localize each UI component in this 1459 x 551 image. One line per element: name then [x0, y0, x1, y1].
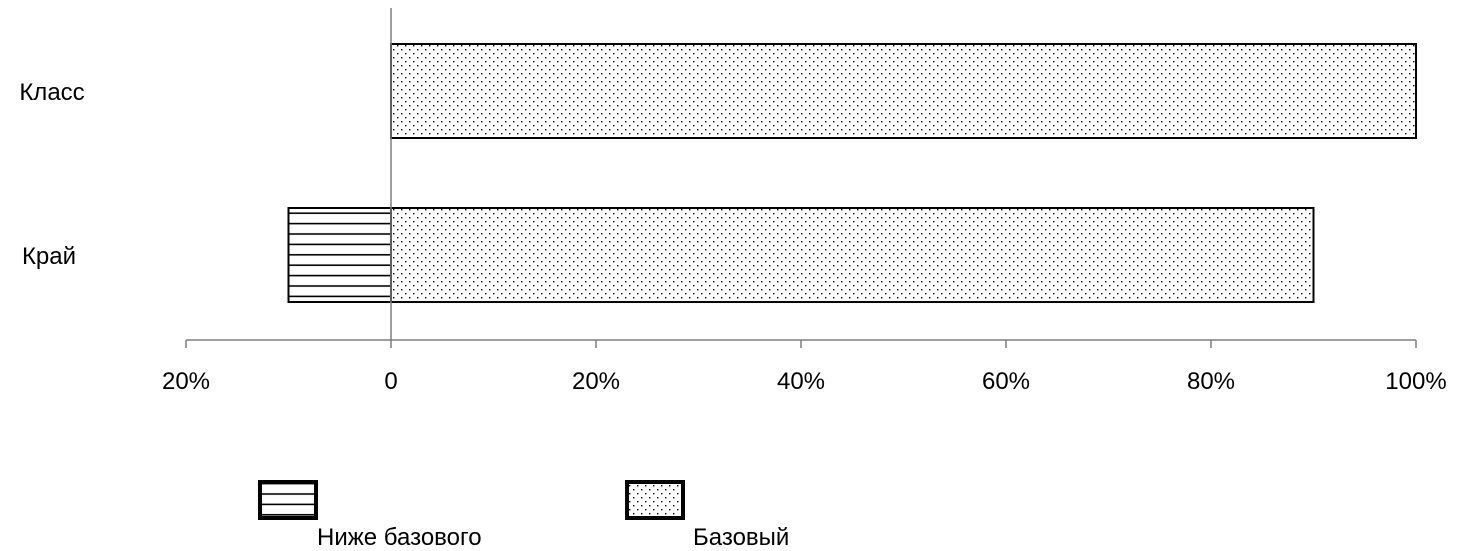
- x-tick-label: 60%: [982, 368, 1030, 395]
- legend: Ниже базового Базовый: [258, 480, 789, 551]
- x-tick-label: 0: [384, 368, 397, 395]
- x-tick-label: 100%: [1385, 368, 1446, 395]
- x-tick-label: 20%: [162, 368, 210, 395]
- bar: [390, 43, 1417, 139]
- legend-label: Ниже базового: [317, 524, 482, 551]
- legend-label: Базовый: [693, 524, 789, 551]
- legend-swatch: [258, 480, 318, 520]
- legend-swatch: [625, 480, 685, 520]
- category-label: Класс: [19, 79, 84, 106]
- bar: [390, 207, 1315, 303]
- category-label: Край: [22, 243, 76, 270]
- x-tick-label: 40%: [777, 368, 825, 395]
- plot-area: 20% 0 20% 40% 60% 80% 100% Класс Край: [19, 8, 1447, 395]
- x-tick-label: 20%: [572, 368, 620, 395]
- bar: [287, 207, 392, 303]
- x-tick-label: 80%: [1187, 368, 1235, 395]
